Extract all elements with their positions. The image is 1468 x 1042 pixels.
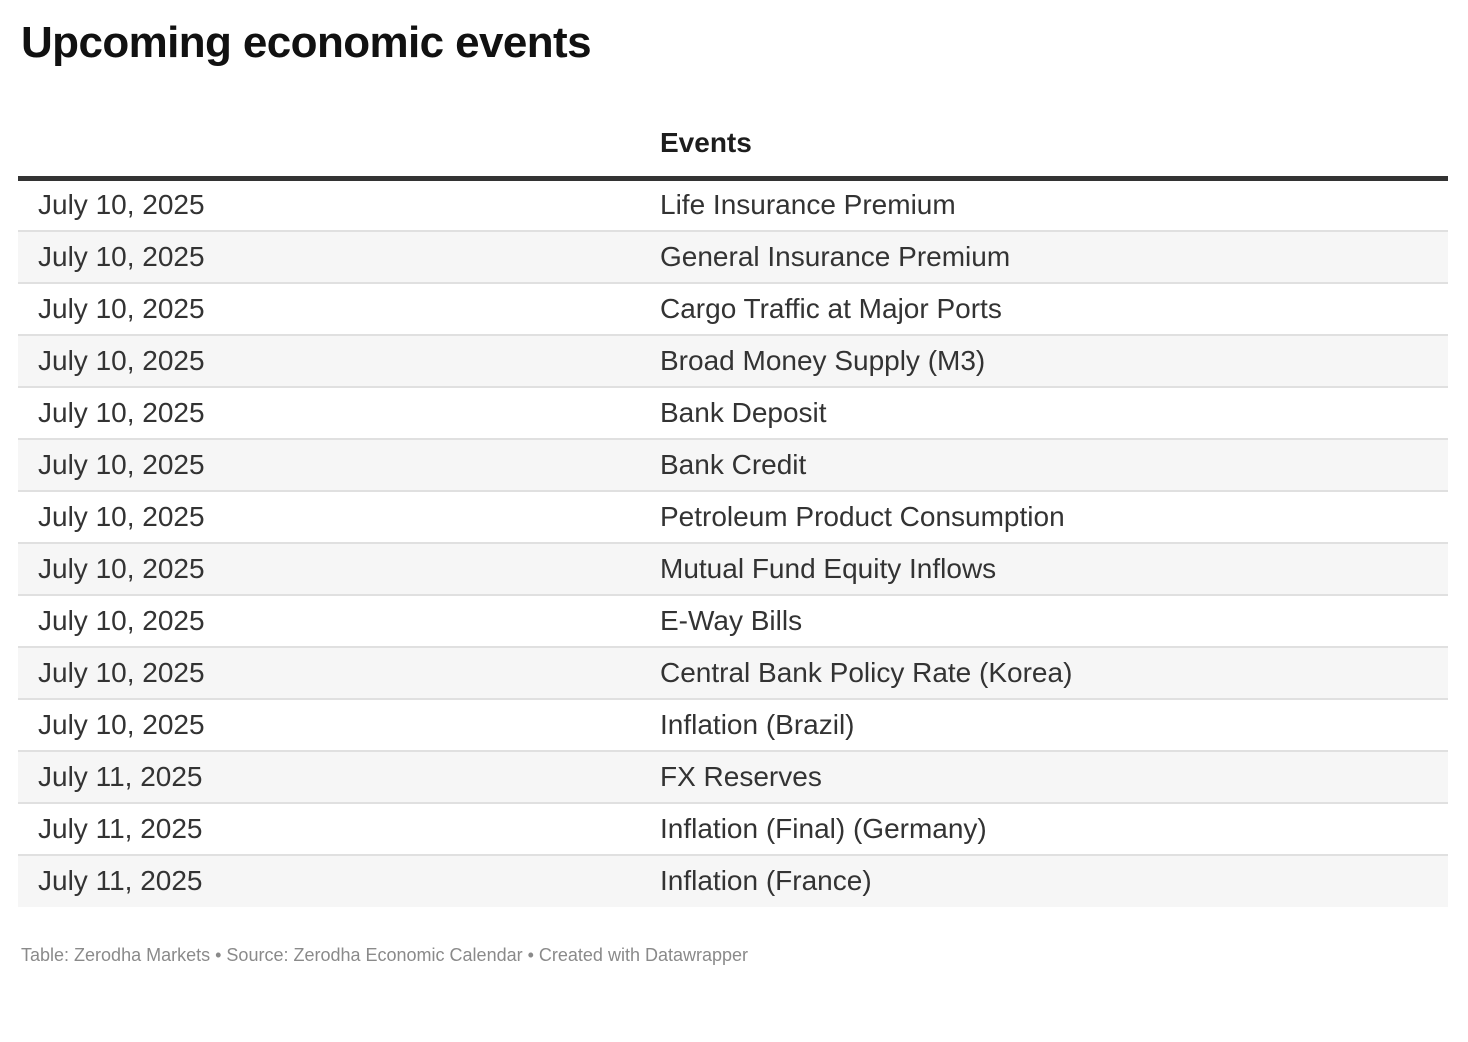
table-row: July 10, 2025 General Insurance Premium (18, 229, 1448, 283)
footer-text: • (210, 944, 227, 965)
table-row: July 10, 2025 Bank Deposit (18, 385, 1448, 439)
event-cell: Broad Money Supply (M3) (640, 333, 1448, 387)
page-title: Upcoming economic events (21, 18, 592, 67)
date-cell: July 10, 2025 (18, 333, 640, 387)
table-row: July 10, 2025 Cargo Traffic at Major Por… (18, 281, 1448, 335)
footer-link[interactable]: Zerodha Markets (74, 944, 211, 965)
footer-link[interactable]: Datawrapper (644, 944, 749, 965)
date-cell: July 11, 2025 (18, 801, 640, 855)
table-row: July 11, 2025 FX Reserves (18, 749, 1448, 803)
date-column-header (18, 123, 640, 181)
date-cell: July 10, 2025 (18, 593, 640, 647)
table-row: July 10, 2025 Broad Money Supply (M3) (18, 333, 1448, 387)
table-row: July 10, 2025 Petroleum Product Consumpt… (18, 489, 1448, 543)
date-cell: July 11, 2025 (18, 853, 640, 907)
table-row: July 10, 2025 Mutual Fund Equity Inflows (18, 541, 1448, 595)
table-row: July 11, 2025 Inflation (Final) (Germany… (18, 801, 1448, 855)
footer-text: • (522, 944, 539, 965)
footer-link[interactable]: Zerodha Economic Calendar (293, 944, 523, 965)
event-cell: General Insurance Premium (640, 229, 1448, 283)
event-cell: Bank Credit (640, 437, 1448, 491)
event-cell: Inflation (Brazil) (640, 697, 1448, 751)
table-header-row: Events (18, 123, 1448, 181)
table-row: July 11, 2025 Inflation (France) (18, 853, 1448, 907)
event-cell: Bank Deposit (640, 385, 1448, 439)
events-column-header: Events (640, 123, 1448, 181)
date-cell: July 10, 2025 (18, 229, 640, 283)
event-cell: Inflation (Final) (Germany) (640, 801, 1448, 855)
date-cell: July 10, 2025 (38, 189, 205, 221)
event-cell: FX Reserves (640, 749, 1448, 803)
date-cell: July 11, 2025 (18, 749, 640, 803)
event-cell: E-Way Bills (640, 593, 1448, 647)
date-cell: July 10, 2025 (18, 281, 640, 335)
footer-attribution: Table: Zerodha Markets • Source: Zerodha… (21, 944, 1468, 966)
page: { "chart_data": { "type": "table", "titl… (0, 20, 1468, 1042)
footer-text: Table: (21, 944, 75, 965)
event-cell: Central Bank Policy Rate (Korea) (640, 645, 1448, 699)
event-cell: Petroleum Product Consumption (640, 489, 1448, 543)
footer-text: Created with (538, 944, 645, 965)
table-row: July 10, 2025 Inflation (Brazil) (18, 697, 1448, 751)
table-row: July 10, 2025 E-Way Bills (18, 593, 1448, 647)
table-row: July 10, 2025 Central Bank Policy Rate (… (18, 645, 1448, 699)
event-cell: Mutual Fund Equity Inflows (640, 541, 1448, 595)
table-row: July 10, 2025 Life Insurance Premium (18, 179, 1448, 231)
table-body: July 10, 2025 Life Insurance Premium Jul… (18, 179, 1448, 907)
table-row: July 10, 2025 Bank Credit (18, 437, 1448, 491)
date-cell: July 10, 2025 (18, 697, 640, 751)
date-cell: July 10, 2025 (18, 541, 640, 595)
event-cell: Inflation (France) (640, 853, 1448, 907)
event-cell: Cargo Traffic at Major Ports (640, 281, 1448, 335)
date-cell: July 10, 2025 (18, 437, 640, 491)
event-cell: Life Insurance Premium (660, 189, 956, 221)
footer-text: Source: (226, 944, 294, 965)
date-cell: July 10, 2025 (18, 385, 640, 439)
date-cell: July 10, 2025 (18, 645, 640, 699)
events-table: Events July 10, 2025 Life Insurance Prem… (18, 123, 1448, 907)
date-cell: July 10, 2025 (18, 489, 640, 543)
